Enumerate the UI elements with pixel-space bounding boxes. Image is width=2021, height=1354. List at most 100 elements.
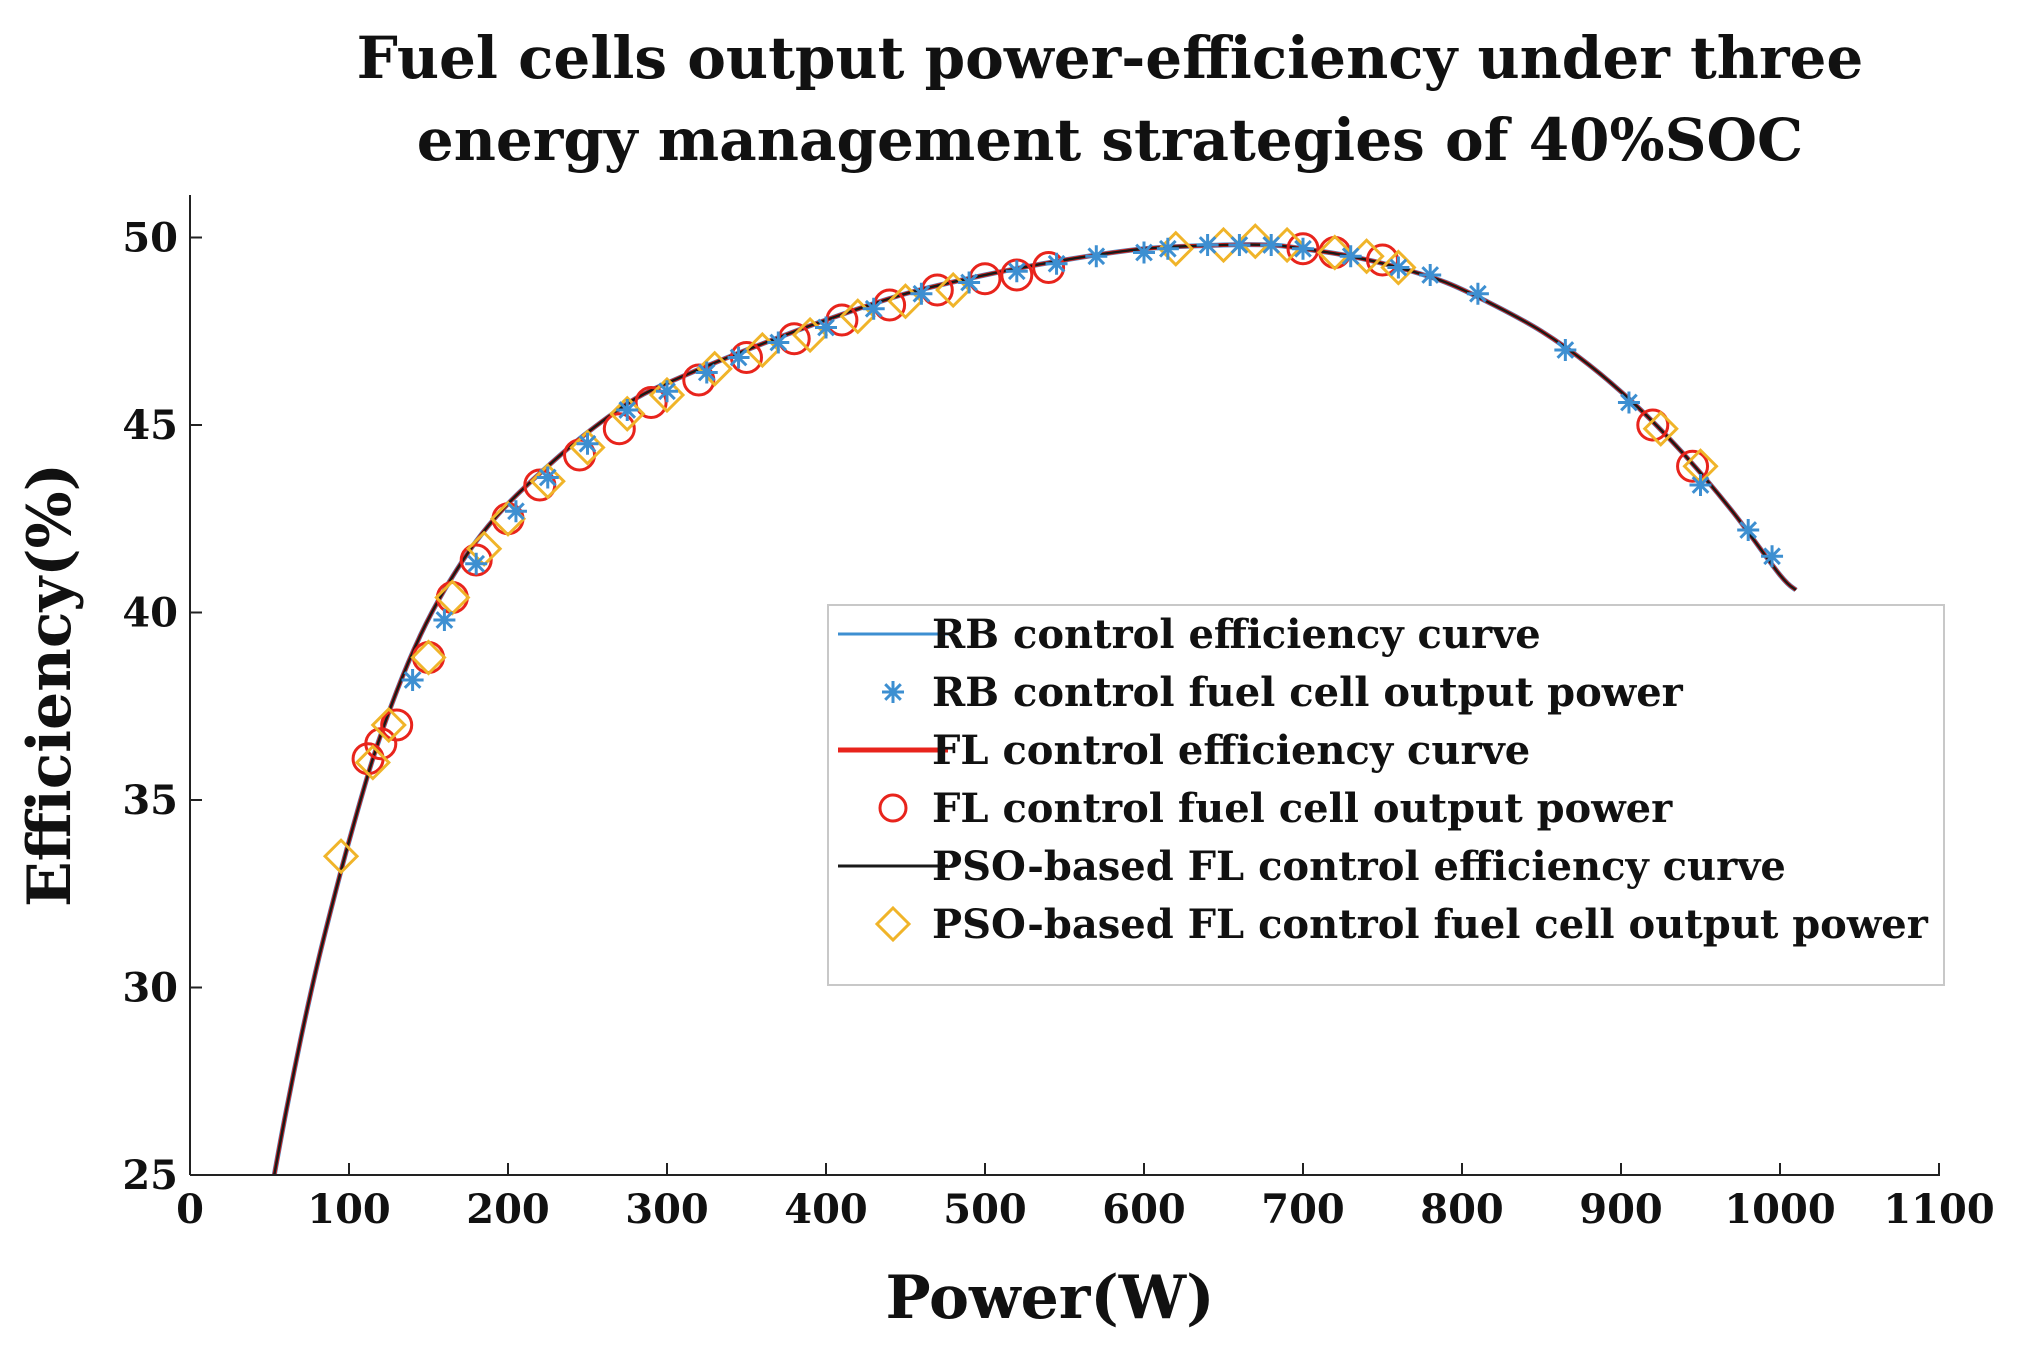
fl-output-point	[412, 641, 445, 674]
pso-output-point	[744, 331, 781, 369]
pso-output-point	[1642, 410, 1679, 447]
x-tick-label: 600	[1102, 1186, 1186, 1233]
x-axis-ticks: 0 100 200 300 400 500 600 700 800 900 1000 1100	[176, 1163, 1995, 1233]
pso-output-point	[322, 838, 360, 875]
legend-item: RB control efficiency curve	[838, 611, 1541, 658]
legend-label: PSO-based FL control fuel cell output po…	[932, 901, 1929, 948]
asterisk-stroke	[507, 502, 525, 521]
pso-output-point	[648, 376, 686, 414]
rb-output-point	[1419, 264, 1442, 286]
rb-output-point	[1156, 237, 1179, 260]
rb-output-power-markers	[401, 234, 1784, 691]
asterisk-stroke	[1047, 254, 1066, 273]
legend-item: FL control efficiency curve	[838, 727, 1530, 774]
asterisk-stroke	[1341, 247, 1360, 266]
rb-output-point	[1617, 391, 1640, 414]
asterisk-stroke	[1556, 341, 1575, 359]
asterisk-stroke	[435, 611, 454, 629]
rb-output-point	[1133, 241, 1155, 264]
pso-output-point	[1380, 249, 1417, 286]
asterisk-stroke	[1230, 236, 1249, 254]
pso-output-point	[935, 271, 972, 309]
pso-output-point	[696, 350, 733, 387]
y-tick-label: 40	[122, 590, 178, 637]
rb-output-point	[1196, 234, 1219, 256]
rb-output-point	[1005, 260, 1028, 283]
legend-asterisk-swatch	[882, 681, 904, 703]
rb-output-point	[656, 380, 678, 403]
rb-output-point	[1292, 237, 1314, 260]
rb-output-point	[465, 552, 488, 575]
rb-output-point	[576, 432, 599, 455]
rb-output-point	[504, 500, 527, 523]
rb-output-point	[1689, 474, 1712, 496]
rb-output-point	[695, 361, 718, 384]
asterisk-stroke	[467, 554, 486, 573]
pso-output-point	[569, 429, 606, 466]
fl-output-point	[1636, 408, 1670, 442]
legend-label: RB control efficiency curve	[932, 611, 1541, 658]
rb-output-point	[401, 669, 424, 691]
pso-output-point	[791, 316, 829, 354]
x-tick-label: 300	[625, 1186, 709, 1233]
pso-output-point	[1237, 223, 1274, 260]
asterisk-stroke	[817, 318, 835, 337]
rb-output-point	[1085, 245, 1108, 268]
asterisk-stroke	[1469, 284, 1487, 303]
fl-output-point	[459, 543, 493, 577]
asterisk-stroke	[1135, 243, 1153, 262]
fl-output-point	[1676, 449, 1710, 483]
pso-output-point	[609, 395, 646, 432]
pso-output-point	[887, 283, 924, 320]
y-tick-label: 25	[122, 1152, 178, 1199]
asterisk-stroke	[403, 671, 422, 689]
asterisk-stroke	[960, 273, 978, 292]
asterisk-stroke	[1691, 476, 1710, 494]
pso-output-point	[1157, 230, 1194, 267]
pso-output-point	[529, 463, 566, 500]
pso-output-point	[354, 744, 391, 781]
legend-item: PSO-based FL control efficiency curve	[838, 843, 1786, 890]
legend-label: PSO-based FL control efficiency curve	[932, 843, 1786, 890]
pso-output-point	[839, 298, 876, 335]
asterisk-stroke	[538, 468, 557, 487]
x-tick-label: 1100	[1883, 1186, 1994, 1233]
x-tick-label: 100	[307, 1186, 391, 1233]
fl-output-point	[602, 412, 636, 446]
x-tick-label: 0	[176, 1186, 204, 1233]
legend-label: FL control fuel cell output power	[932, 785, 1673, 832]
legend-item: RB control fuel cell output power	[882, 669, 1684, 716]
legend-item: PSO-based FL control fuel cell output po…	[874, 901, 1929, 948]
y-tick-label: 50	[122, 215, 178, 262]
pso-fl-efficiency-curve	[273, 243, 1797, 1176]
x-tick-label: 900	[1579, 1186, 1663, 1233]
asterisk-stroke	[1159, 239, 1177, 258]
rb-output-point	[433, 609, 456, 631]
rb-output-point	[1737, 519, 1760, 541]
rb-output-point	[536, 466, 559, 489]
legend-circle-swatch	[878, 793, 908, 823]
rb-output-point	[910, 282, 933, 305]
x-tick-label: 1000	[1724, 1186, 1835, 1233]
y-axis-ticks: 25 30 35 40 45 50	[122, 215, 202, 1199]
rb-output-point	[1554, 339, 1577, 361]
rb-output-point	[1228, 234, 1251, 256]
asterisk-stroke	[884, 683, 902, 701]
rb-output-point	[767, 331, 790, 354]
legend-diamond-swatch	[874, 905, 912, 943]
asterisk-stroke	[1739, 521, 1758, 539]
fl-output-point	[1000, 258, 1034, 292]
chart-title-line-2: energy management strategies of 40%SOC	[417, 106, 1803, 174]
rb-output-point	[1339, 245, 1362, 268]
chart-title-line-1: Fuel cells output power-efficiency under…	[357, 24, 1864, 92]
asterisk-stroke	[729, 348, 748, 367]
legend-item: FL control fuel cell output power	[878, 785, 1673, 832]
x-tick-label: 700	[1261, 1186, 1345, 1233]
pso-output-point	[1316, 234, 1353, 271]
rb-output-point	[1466, 282, 1489, 305]
fl-output-point	[634, 386, 668, 419]
fl-output-point	[1286, 232, 1320, 266]
x-tick-label: 200	[466, 1186, 550, 1233]
